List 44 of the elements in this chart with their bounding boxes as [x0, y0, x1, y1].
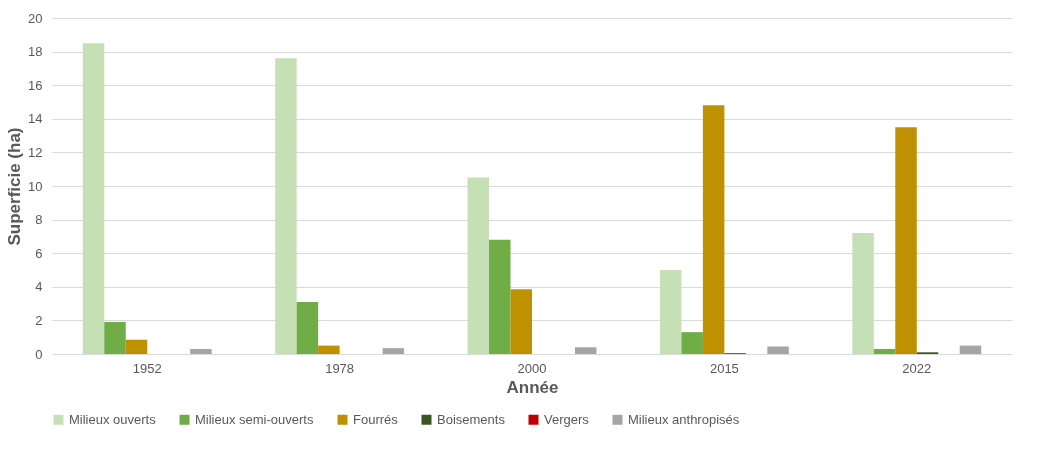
bar [382, 348, 405, 354]
y-tick-label: 0 [35, 346, 43, 362]
bar [190, 348, 212, 354]
y-tick-label: 8 [35, 212, 43, 228]
legend-label: Milieux ouverts [69, 411, 157, 427]
bar [574, 347, 597, 354]
y-tick-label: 12 [28, 144, 43, 160]
x-tick-label: 2015 [709, 360, 739, 376]
y-tick-label: 18 [28, 44, 43, 60]
bar [767, 346, 789, 354]
y-tick-label: 6 [35, 245, 43, 261]
bar [702, 105, 725, 354]
x-tick-label: 1952 [132, 360, 162, 376]
legend-label: Vergers [544, 411, 590, 427]
legend-label: Fourrés [353, 411, 399, 427]
bar [489, 239, 511, 354]
bar [681, 332, 703, 354]
bar [959, 345, 982, 354]
bar [296, 301, 319, 354]
bar [895, 127, 917, 354]
bar [82, 43, 105, 354]
bar [510, 289, 532, 354]
x-tick-label: 1978 [325, 360, 355, 376]
bar [275, 58, 297, 354]
bar [125, 339, 148, 354]
x-tick-label: 2022 [902, 360, 932, 376]
y-tick-label: 10 [28, 178, 43, 194]
legend-label: Milieux anthropisés [628, 411, 740, 427]
bar [659, 270, 682, 354]
y-tick-label: 2 [35, 312, 43, 328]
y-tick-label: 20 [28, 10, 43, 26]
bar [318, 345, 340, 354]
bar [852, 233, 874, 354]
y-tick-label: 16 [28, 77, 43, 93]
x-tick-label: 2000 [517, 360, 547, 376]
y-axis-title: Superficie (ha) [5, 127, 25, 246]
legend-label: Milieux semi-ouverts [195, 411, 314, 427]
bar [467, 177, 490, 354]
bar [873, 348, 896, 354]
bar [104, 322, 126, 354]
y-tick-label: 4 [35, 279, 43, 295]
y-tick-label: 14 [28, 111, 43, 127]
legend-label: Boisements [437, 411, 506, 427]
x-axis-title: Année [506, 377, 559, 397]
